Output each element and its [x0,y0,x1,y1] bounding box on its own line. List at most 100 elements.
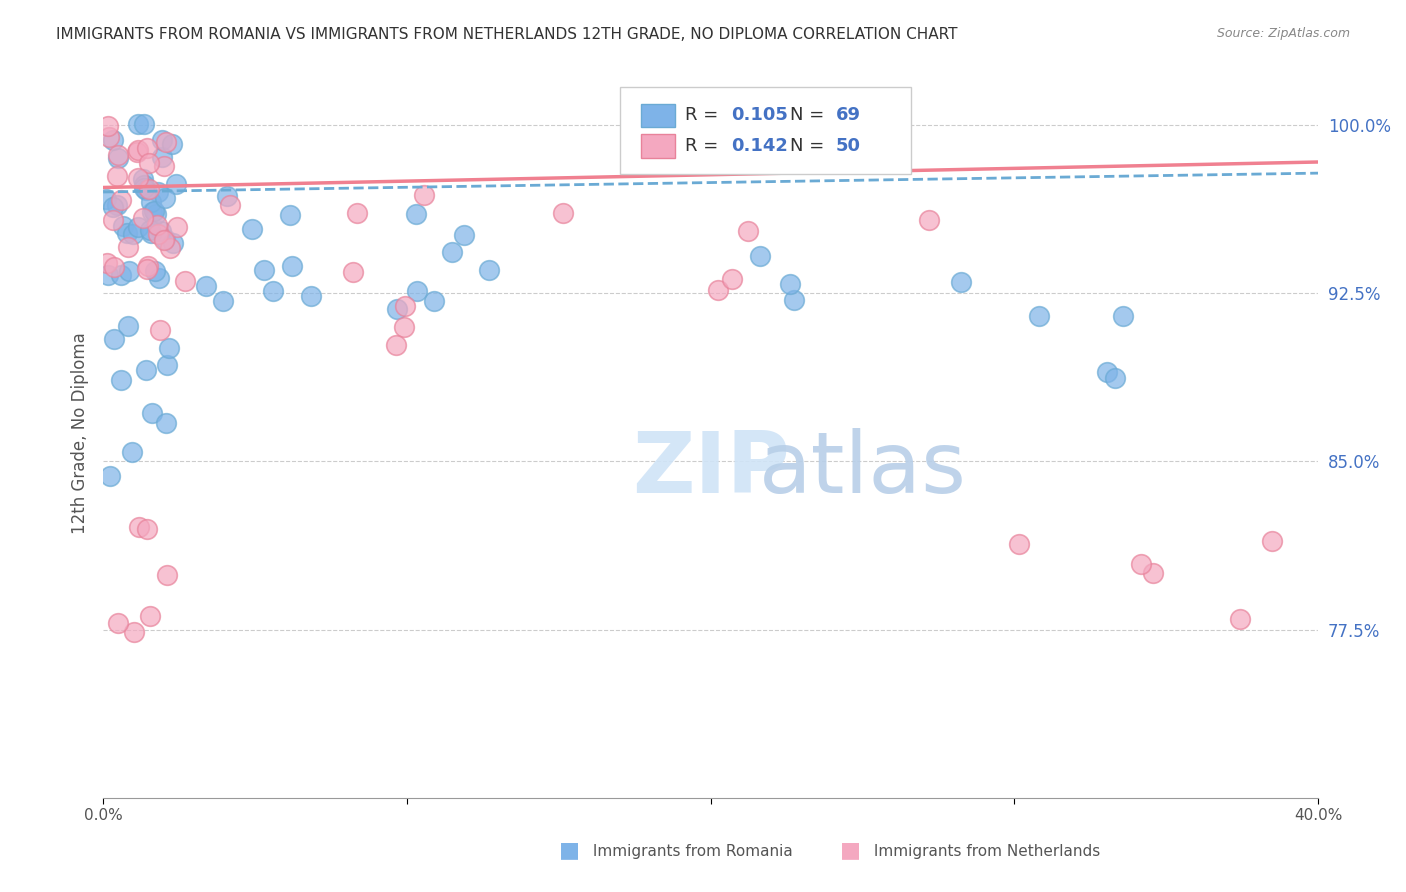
Point [149,323,172,337]
Point [149,224,172,238]
Point [278,208,301,222]
Text: 0.105: 0.105 [731,106,789,124]
Point [96,192,118,206]
Point [152,150,174,164]
Point [135,183,157,197]
Point [136,141,159,155]
Point [153,159,176,173]
Point [132,211,155,226]
Point [111,219,134,233]
Point [128,520,150,534]
Point [1104,370,1126,384]
Point [110,373,132,387]
Text: ■: ■ [560,840,579,860]
Point [143,264,166,278]
Text: 50: 50 [835,136,860,155]
Text: Immigrants from Romania: Immigrants from Romania [588,845,793,859]
Point [1142,566,1164,581]
Point [156,567,179,582]
FancyBboxPatch shape [641,134,675,158]
Point [219,198,242,212]
Point [423,293,446,308]
Point [110,268,132,282]
Point [117,226,139,240]
Point [153,191,176,205]
Point [98,469,121,483]
Point [165,177,187,191]
Point [342,265,364,279]
Point [153,233,176,247]
Point [127,145,149,159]
Point [127,117,149,131]
Point [96,256,118,270]
Point [97,268,120,283]
Point [783,293,806,307]
Point [299,288,322,302]
Point [478,263,501,277]
Point [139,609,162,624]
Text: IMMIGRANTS FROM ROMANIA VS IMMIGRANTS FROM NETHERLANDS 12TH GRADE, NO DIPLOMA CO: IMMIGRANTS FROM ROMANIA VS IMMIGRANTS FR… [56,27,957,42]
Point [107,148,129,162]
Point [406,284,429,298]
Point [127,144,149,158]
Point [1008,537,1031,551]
Point [1097,365,1119,379]
Point [707,283,730,297]
Text: ■: ■ [841,840,860,860]
Point [101,133,124,147]
Point [553,206,575,220]
Point [138,155,160,169]
Point [157,341,180,355]
Point [166,220,188,235]
Point [97,130,120,145]
Point [440,245,463,260]
Point [141,194,163,209]
Point [101,212,124,227]
Point [159,242,181,256]
FancyBboxPatch shape [641,103,675,127]
FancyBboxPatch shape [620,87,911,174]
Point [105,169,128,183]
Point [1112,310,1135,324]
Point [195,279,218,293]
Point [146,227,169,242]
Point [107,152,129,166]
Point [779,277,801,291]
Point [155,135,177,149]
Point [281,259,304,273]
Point [148,185,170,199]
Point [721,271,744,285]
Point [136,262,159,277]
Point [145,218,167,232]
Point [405,207,427,221]
Point [1229,612,1251,626]
Point [737,224,759,238]
Point [1261,533,1284,548]
Point [107,616,129,631]
Point [121,444,143,458]
Point [1028,309,1050,323]
Point [117,318,139,333]
Point [1130,557,1153,571]
Text: 0.142: 0.142 [731,136,789,155]
Point [139,226,162,240]
Text: atlas: atlas [759,428,966,511]
Text: Immigrants from Netherlands: Immigrants from Netherlands [869,845,1099,859]
Text: N =: N = [790,106,830,124]
Point [97,119,120,133]
Point [135,363,157,377]
Point [135,523,157,537]
Point [148,270,170,285]
Point [118,264,141,278]
Point [262,285,284,299]
Point [139,223,162,237]
Point [453,227,475,242]
Point [122,227,145,242]
Text: R =: R = [685,106,724,124]
Text: ZIP: ZIP [631,428,790,511]
Point [174,274,197,288]
Text: N =: N = [790,136,830,155]
Point [918,212,941,227]
Point [394,299,416,313]
Text: R =: R = [685,136,724,155]
